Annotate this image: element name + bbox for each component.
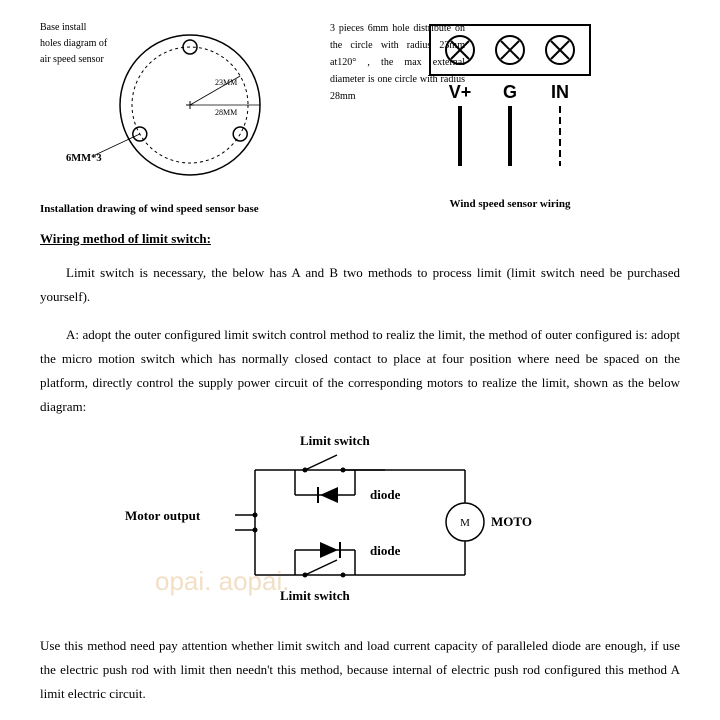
motor-m: M [460, 517, 470, 529]
circuit-diagram: opai. aopai. Limit switch diode M MOTO d… [40, 425, 680, 620]
motor-label: MOTO [491, 514, 532, 529]
top-row: Base install holes diagram of air speed … [40, 20, 680, 215]
label-in: IN [551, 82, 569, 102]
circuit-svg: opai. aopai. Limit switch diode M MOTO d… [125, 425, 595, 620]
paragraph-3: Use this method need pay attention wheth… [40, 634, 680, 706]
dim-28: 28MM [215, 108, 237, 117]
label-diode-top: diode [370, 487, 401, 502]
hole-description: 3 pieces 6mm hole distribute on the circ… [330, 20, 465, 105]
wiring-caption: Wind speed sensor wiring [450, 198, 571, 210]
section-title: Wiring method of limit switch: [40, 231, 680, 247]
dim-23: 23MM [215, 78, 237, 87]
label-limit-top: Limit switch [300, 433, 370, 448]
label-g: G [503, 82, 517, 102]
label-motor-output: Motor output [125, 508, 201, 523]
wire-v [458, 106, 462, 166]
terminal-3 [546, 36, 574, 64]
hole-label: 6MM*3 [66, 153, 102, 164]
label-limit-bot: Limit switch [280, 588, 350, 603]
terminal-2 [496, 36, 524, 64]
base-install-diagram: Base install holes diagram of air speed … [40, 20, 320, 215]
watermark-text: opai. aopai. [155, 566, 289, 596]
paragraph-1: Limit switch is necessary, the below has… [40, 261, 680, 309]
base-caption: Installation drawing of wind speed senso… [40, 203, 320, 215]
base-left-text: Base install holes diagram of air speed … [40, 20, 108, 68]
paragraph-2: A: adopt the outer configured limit swit… [40, 323, 680, 419]
wire-g [508, 106, 512, 166]
label-diode-bot: diode [370, 543, 401, 558]
